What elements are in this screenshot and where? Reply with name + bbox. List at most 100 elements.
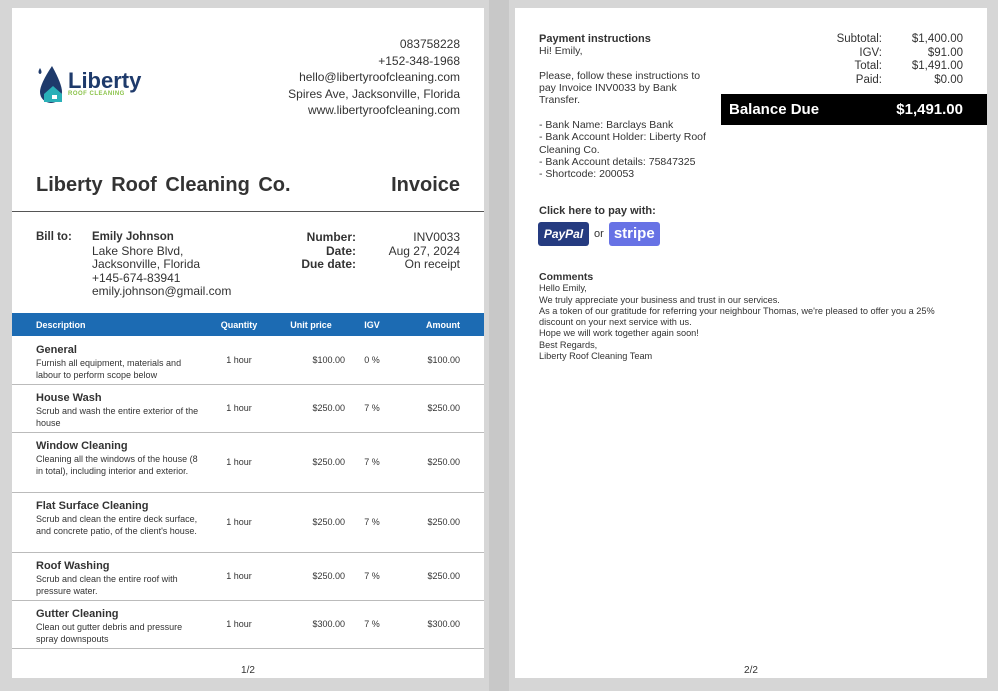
table-row: General Furnish all equipment, materials… — [12, 337, 484, 385]
paypal-button[interactable]: PayPal — [538, 222, 589, 246]
item-quantity: 1 hour — [226, 457, 252, 467]
totals-labels: Subtotal: IGV: Total: Paid: — [837, 33, 882, 87]
subtotal-value: $1,400.00 — [911, 33, 963, 45]
item-igv: 7 % — [364, 457, 380, 467]
item-title: General — [36, 344, 77, 356]
client-phone: +145-674-83941 — [92, 270, 181, 285]
payment-instructions: Payment instructions Hi! Emily, Please, … — [539, 33, 714, 181]
client-name: Emily Johnson — [92, 231, 174, 243]
stripe-button[interactable]: stripe — [608, 222, 660, 246]
item-unit-price: $250.00 — [312, 517, 345, 527]
total-label: Total: — [854, 60, 883, 72]
comment-line: As a token of our gratitude for referrin… — [539, 305, 935, 328]
item-unit-price: $300.00 — [312, 619, 345, 629]
item-description: Clean out gutter debris and pressure spr… — [36, 622, 183, 644]
company-address: Spires Ave, Jacksonville, Florida — [288, 86, 460, 101]
header-amount: Amount — [426, 320, 460, 330]
page-number: 1/2 — [241, 665, 255, 676]
company-website: www.libertyroofcleaning.com — [307, 103, 460, 117]
comment-line: Best Regards, — [539, 339, 598, 350]
item-unit-price: $100.00 — [312, 355, 345, 365]
item-amount: $300.00 — [427, 619, 460, 629]
total-value: $1,491.00 — [911, 60, 963, 72]
item-unit-price: $250.00 — [312, 571, 345, 581]
item-quantity: 1 hour — [226, 355, 252, 365]
header-quantity: Quantity — [220, 320, 258, 330]
item-description: Furnish all equipment, materials and lab… — [36, 358, 182, 380]
number-label: Number: — [306, 230, 356, 244]
comments: Comments Hello Emily, We truly appreciat… — [539, 271, 959, 362]
balance-due-value: $1,491.00 — [896, 101, 963, 118]
invoice-date: Aug 27, 2024 — [388, 243, 460, 258]
item-title: Window Cleaning — [36, 440, 128, 452]
item-quantity: 1 hour — [226, 517, 252, 527]
item-description: Scrub and clean the entire deck surface,… — [36, 514, 198, 536]
bill-to-details: Emily Johnson Lake Shore Blvd, Jacksonvi… — [92, 231, 231, 299]
paid-value: $0.00 — [934, 73, 963, 86]
invoice-number: INV0033 — [413, 230, 460, 244]
item-unit-price: $250.00 — [312, 457, 345, 467]
item-igv: 0 % — [364, 355, 380, 365]
meta-values: INV0033 Aug 27, 2024 On receipt — [388, 230, 460, 272]
client-email: emily.johnson@gmail.com — [92, 284, 232, 298]
item-description: Scrub and clean the entire roof with pre… — [36, 574, 178, 596]
bank-account: - Bank Account details: 75847325 — [539, 155, 696, 168]
header-description: Description — [36, 320, 86, 330]
table-row: House Wash Scrub and wash the entire ext… — [12, 385, 484, 433]
igv-value: $91.00 — [927, 46, 963, 59]
bank-holder: - Bank Account Holder: Liberty Roof Clea… — [539, 131, 706, 156]
company-email: hello@libertyroofcleaning.com — [299, 70, 460, 84]
comment-line: We truly appreciate your business and tr… — [539, 294, 780, 305]
page-number: 2/2 — [744, 665, 758, 676]
payment-greeting: Hi! Emily, — [539, 45, 583, 58]
item-title: Roof Washing — [36, 560, 110, 572]
comment-line: Liberty Roof Cleaning Team — [539, 351, 653, 362]
item-amount: $250.00 — [427, 517, 460, 527]
table-header: Description Quantity Unit price IGV Amou… — [12, 313, 484, 336]
table-row: Window Cleaning Cleaning all the windows… — [12, 433, 484, 493]
balance-due-bar: Balance Due $1,491.00 — [721, 94, 987, 125]
item-description: Scrub and wash the entire exterior of th… — [36, 406, 199, 428]
item-amount: $250.00 — [427, 571, 460, 581]
item-title: Gutter Cleaning — [36, 608, 119, 620]
table-row: Roof Washing Scrub and clean the entire … — [12, 553, 484, 601]
company-contact: 083758228 +152-348-1968 hello@libertyroo… — [288, 36, 460, 119]
pay-with-label: Click here to pay with: — [539, 205, 656, 217]
paid-label: Paid: — [855, 73, 882, 86]
document-title: Invoice — [391, 174, 460, 196]
logo-text: Liberty — [68, 68, 142, 93]
shortcode: - Shortcode: 200053 — [539, 168, 635, 181]
bill-to-label: Bill to: — [36, 231, 72, 243]
item-igv: 7 % — [364, 403, 380, 413]
company-logo: Liberty ROOF CLEANING — [36, 64, 141, 104]
balance-due-label: Balance Due — [729, 101, 820, 118]
item-igv: 7 % — [364, 517, 380, 527]
item-igv: 7 % — [364, 619, 380, 629]
due-date-label: Due date: — [301, 257, 356, 271]
item-description: Cleaning all the windows of the house (8… — [36, 454, 198, 476]
item-quantity: 1 hour — [226, 571, 252, 581]
igv-label: IGV: — [859, 46, 882, 59]
payment-text: Please, follow these instructions to pay… — [539, 69, 701, 107]
invoice-page-1: Liberty ROOF CLEANING 083758228 +152-348… — [12, 8, 484, 678]
comment-line: Hope we will work together again soon! — [539, 328, 699, 339]
comment-line: Hello Emily, — [539, 283, 587, 294]
divider — [12, 211, 484, 212]
table-row: Flat Surface Cleaning Scrub and clean th… — [12, 493, 484, 553]
item-quantity: 1 hour — [226, 619, 252, 629]
or-text: or — [594, 228, 604, 240]
phone-2: +152-348-1968 — [378, 53, 460, 68]
item-unit-price: $250.00 — [312, 403, 345, 413]
item-amount: $250.00 — [427, 457, 460, 467]
item-amount: $100.00 — [427, 355, 460, 365]
page-separator — [489, 0, 509, 691]
date-label: Date: — [325, 243, 356, 258]
invoice-page-2: Payment instructions Hi! Emily, Please, … — [515, 8, 987, 678]
item-title: Flat Surface Cleaning — [36, 500, 149, 512]
subtotal-label: Subtotal: — [836, 33, 882, 45]
client-address-2: Jacksonville, Florida — [92, 257, 201, 271]
logo-subtext: ROOF CLEANING — [68, 91, 125, 97]
header-igv: IGV — [364, 320, 380, 330]
due-date: On receipt — [404, 257, 460, 271]
client-address-1: Lake Shore Blvd, — [92, 243, 184, 258]
